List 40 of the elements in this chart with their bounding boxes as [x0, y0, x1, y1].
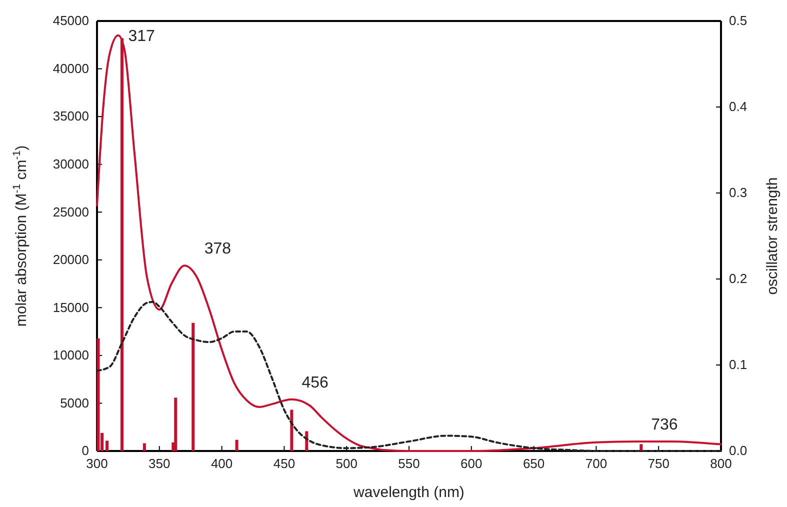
x-tick-label: 650: [522, 456, 545, 472]
annotation: 456: [302, 374, 328, 392]
y2-tick-label: 0.1: [729, 357, 748, 372]
annotation: 378: [204, 240, 232, 258]
y-tick-label: 15000: [52, 300, 89, 315]
x-tick-label: 550: [398, 456, 420, 472]
x-tick-label: 750: [648, 456, 670, 472]
y2-tick-label: 0.0: [729, 443, 748, 458]
x-tick-label: 800: [710, 456, 732, 472]
y-tick-label: 45000: [52, 13, 89, 28]
y-tick-label: 40000: [52, 60, 89, 76]
y2-tick-label: 0.3: [729, 185, 748, 200]
y-tick-label: 5000: [60, 395, 89, 410]
y2-axis-title: oscillator strength: [764, 177, 781, 295]
y-tick-label: 35000: [52, 108, 89, 124]
y2-tick-label: 0.2: [729, 271, 748, 286]
x-tick-label: 600: [460, 456, 482, 472]
y-tick-label: 0: [82, 443, 89, 458]
x-tick-label: 500: [336, 456, 358, 472]
y-tick-label: 30000: [52, 156, 89, 172]
bar: [142, 443, 146, 451]
x-tick-label: 400: [210, 456, 233, 472]
y-tick-label: 10000: [52, 348, 89, 363]
annotation: 736: [651, 416, 678, 434]
x-tick-label: 350: [148, 456, 170, 472]
bar: [174, 398, 178, 451]
x-tick-label: 300: [86, 456, 108, 472]
y-tick-label: 20000: [52, 252, 89, 268]
y2-tick-label: 0.5: [729, 13, 748, 28]
annotation: 317: [128, 28, 156, 45]
bar: [235, 440, 238, 451]
bar: [96, 338, 100, 451]
bar: [105, 440, 108, 451]
bar: [290, 410, 294, 451]
x-axis-title: wavelength (nm): [352, 484, 464, 501]
bar: [192, 322, 195, 451]
x-tick-label: 450: [273, 456, 296, 472]
y-tick-label: 25000: [52, 204, 89, 220]
y2-tick-label: 0.4: [729, 99, 748, 114]
x-tick-label: 700: [585, 456, 608, 472]
